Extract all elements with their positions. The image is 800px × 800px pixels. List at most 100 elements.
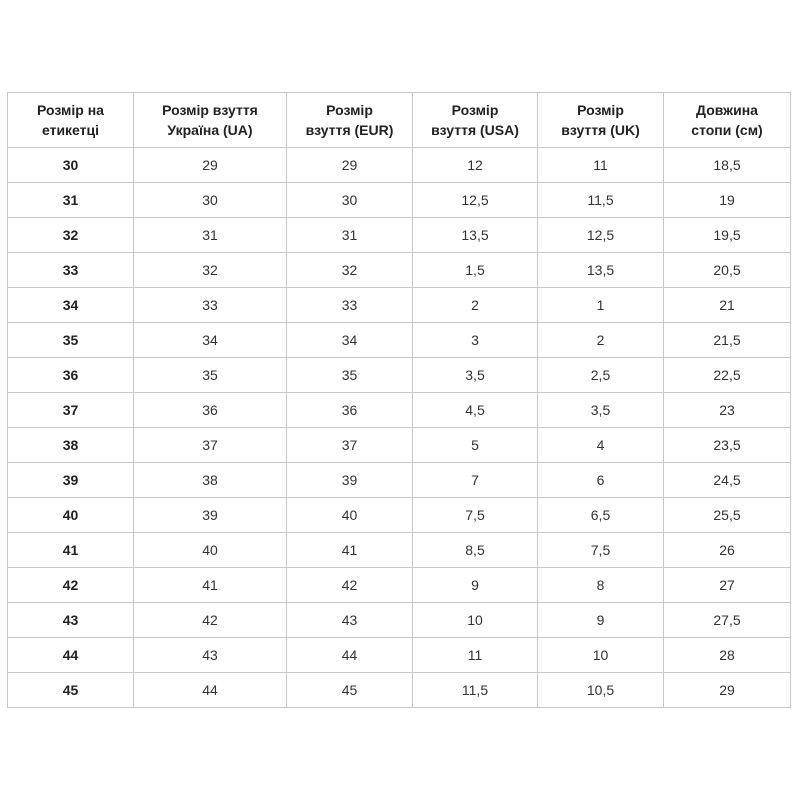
table-cell: 3,5 <box>412 357 538 393</box>
table-cell: 21,5 <box>663 322 791 358</box>
header-row: Розмір на етикетці Розмір взуття Україна (U… <box>7 92 791 148</box>
header-cell: Розмір взуття (EUR) <box>286 92 413 148</box>
label-size-cell: 31 <box>7 182 134 218</box>
label-size-cell: 30 <box>7 147 134 183</box>
table-row: 31 30 30 12,5 11,5 19 <box>7 182 791 218</box>
label-size-cell: 41 <box>7 532 134 568</box>
table-cell: 3,5 <box>537 392 664 428</box>
table-row: 39 38 39 7 6 24,5 <box>7 462 791 498</box>
table-cell: 29 <box>133 147 287 183</box>
table-cell: 12,5 <box>412 182 538 218</box>
header-cell: Розмір взуття Україна (UA) <box>133 92 287 148</box>
label-size-cell: 38 <box>7 427 134 463</box>
table-row: 44 43 44 11 10 28 <box>7 637 791 673</box>
header-line: стопи (см) <box>691 122 763 138</box>
table-cell: 33 <box>286 287 413 323</box>
label-size-cell: 33 <box>7 252 134 288</box>
header-line: етикетці <box>41 122 100 138</box>
table-row: 43 42 43 10 9 27,5 <box>7 602 791 638</box>
table-cell: 23,5 <box>663 427 791 463</box>
table-cell: 1,5 <box>412 252 538 288</box>
label-size-cell: 36 <box>7 357 134 393</box>
table-cell: 31 <box>133 217 287 253</box>
table-cell: 7,5 <box>412 497 538 533</box>
label-size-cell: 43 <box>7 602 134 638</box>
header-line: Довжина <box>696 102 758 118</box>
table-cell: 42 <box>286 567 413 603</box>
table-row: 35 34 34 3 2 21,5 <box>7 322 791 358</box>
table-cell: 29 <box>286 147 413 183</box>
header-line: Розмір <box>451 102 499 118</box>
table-cell: 6 <box>537 462 664 498</box>
table-cell: 2 <box>537 322 664 358</box>
table-cell: 7 <box>412 462 538 498</box>
table-cell: 40 <box>286 497 413 533</box>
table-cell: 32 <box>133 252 287 288</box>
label-size-cell: 32 <box>7 217 134 253</box>
table-row: 40 39 40 7,5 6,5 25,5 <box>7 497 791 533</box>
header-line: взуття (EUR) <box>305 122 394 138</box>
header-line: Розмір <box>326 102 373 118</box>
header-line: Україна (UA) <box>167 122 253 138</box>
table-cell: 18,5 <box>663 147 791 183</box>
table-cell: 40 <box>133 532 287 568</box>
table-cell: 32 <box>286 252 413 288</box>
table-cell: 41 <box>286 532 413 568</box>
table-cell: 27,5 <box>663 602 791 638</box>
header-line: Розмір взуття <box>162 102 258 118</box>
table-cell: 6,5 <box>537 497 664 533</box>
table-cell: 3 <box>412 322 538 358</box>
table-cell: 30 <box>133 182 287 218</box>
table-cell: 13,5 <box>537 252 664 288</box>
table-row: 34 33 33 2 1 21 <box>7 287 791 323</box>
table-cell: 2,5 <box>537 357 664 393</box>
table-cell: 4,5 <box>412 392 538 428</box>
table-cell: 37 <box>133 427 287 463</box>
table-cell: 22,5 <box>663 357 791 393</box>
table-cell: 43 <box>133 637 287 673</box>
table-cell: 23 <box>663 392 791 428</box>
table-cell: 9 <box>537 602 664 638</box>
table-cell: 30 <box>286 182 413 218</box>
size-table: Розмір на етикетці Розмір взуття Україна (U… <box>7 92 791 708</box>
header-line: взуття (UK) <box>561 122 640 138</box>
table-row: 41 40 41 8,5 7,5 26 <box>7 532 791 568</box>
table-cell: 43 <box>286 602 413 638</box>
table-cell: 7,5 <box>537 532 664 568</box>
header-cell: Розмір на етикетці <box>7 92 134 148</box>
table-cell: 11,5 <box>412 672 538 708</box>
table-cell: 24,5 <box>663 462 791 498</box>
table-row: 30 29 29 12 11 18,5 <box>7 147 791 183</box>
table-cell: 36 <box>286 392 413 428</box>
label-size-cell: 37 <box>7 392 134 428</box>
table-cell: 35 <box>133 357 287 393</box>
table-cell: 8 <box>537 567 664 603</box>
header-line: взуття (USA) <box>431 122 519 138</box>
table-cell: 8,5 <box>412 532 538 568</box>
table-cell: 31 <box>286 217 413 253</box>
table-cell: 5 <box>412 427 538 463</box>
table-cell: 38 <box>133 462 287 498</box>
label-size-cell: 40 <box>7 497 134 533</box>
table-cell: 2 <box>412 287 538 323</box>
table-row: 37 36 36 4,5 3,5 23 <box>7 392 791 428</box>
table-cell: 26 <box>663 532 791 568</box>
table-cell: 34 <box>286 322 413 358</box>
label-size-cell: 35 <box>7 322 134 358</box>
table-cell: 21 <box>663 287 791 323</box>
table-cell: 44 <box>133 672 287 708</box>
label-size-cell: 39 <box>7 462 134 498</box>
table-row: 36 35 35 3,5 2,5 22,5 <box>7 357 791 393</box>
table-cell: 10 <box>412 602 538 638</box>
table-cell: 29 <box>663 672 791 708</box>
header-cell: Розмір взуття (USA) <box>412 92 538 148</box>
table-cell: 10 <box>537 637 664 673</box>
table-cell: 4 <box>537 427 664 463</box>
table-cell: 19 <box>663 182 791 218</box>
table-cell: 41 <box>133 567 287 603</box>
table-cell: 37 <box>286 427 413 463</box>
table-cell: 10,5 <box>537 672 664 708</box>
table-cell: 28 <box>663 637 791 673</box>
table-cell: 19,5 <box>663 217 791 253</box>
table-cell: 9 <box>412 567 538 603</box>
